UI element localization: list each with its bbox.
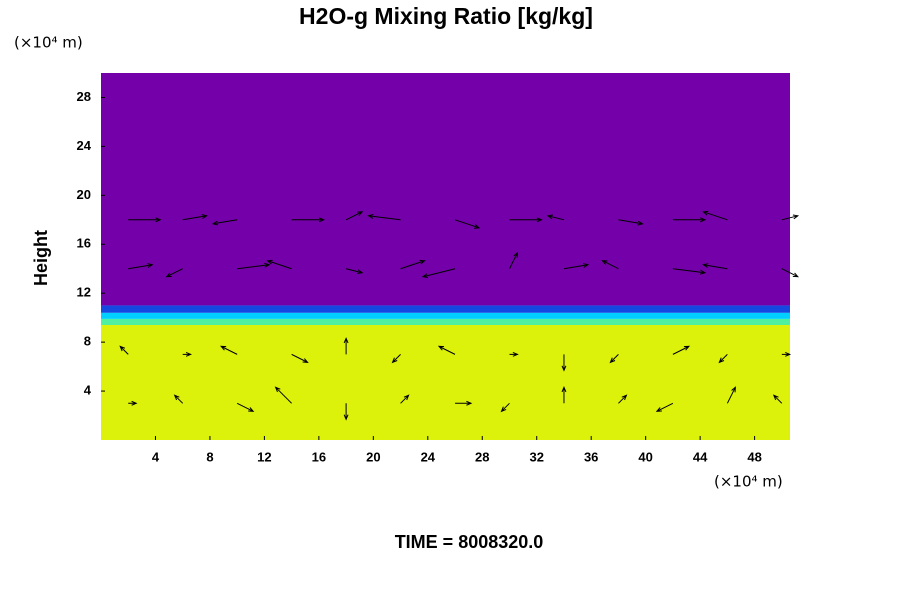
wind-vector	[561, 386, 567, 404]
wind-vector	[400, 259, 426, 270]
wind-vector	[165, 268, 183, 278]
wind-vector	[345, 268, 364, 274]
y-tick-label: 24	[77, 138, 92, 153]
y-tick-label: 4	[84, 383, 92, 398]
wind-vector	[266, 259, 292, 270]
wind-vector	[211, 219, 238, 226]
y-tick-label: 20	[77, 187, 91, 202]
wind-vector	[702, 263, 728, 270]
wind-vector	[182, 351, 192, 357]
x-unit: (×10⁴ m)	[714, 473, 783, 491]
wind-vector	[618, 394, 628, 404]
y-axis-label: Height	[31, 230, 51, 286]
wind-vector	[672, 217, 707, 223]
wind-vector	[718, 354, 728, 364]
wind-vector	[182, 214, 208, 221]
time-label: TIME = 8008320.0	[395, 532, 544, 552]
wind-vector	[781, 351, 792, 357]
wind-vector	[437, 345, 456, 355]
wind-vector	[274, 386, 292, 404]
y-tick-label: 12	[77, 285, 91, 300]
x-tick-label: 24	[421, 449, 436, 464]
field-layer	[101, 312, 790, 319]
wind-vector	[601, 260, 619, 270]
x-tick-label: 20	[366, 449, 380, 464]
x-tick-label: 40	[638, 449, 652, 464]
x-tick-label: 8	[206, 449, 213, 464]
wind-vector	[291, 217, 325, 223]
wind-vector	[618, 219, 644, 226]
x-tick-label: 28	[475, 449, 489, 464]
y-tick-label: 8	[84, 334, 91, 349]
wind-vector	[772, 394, 783, 404]
x-tick-label: 4	[152, 449, 160, 464]
wind-vector	[400, 394, 410, 404]
x-tick-label: 12	[257, 449, 271, 464]
y-tick-label: 16	[77, 236, 91, 251]
wind-vector	[781, 214, 800, 221]
wind-vector	[128, 400, 138, 406]
wind-vector	[421, 268, 456, 278]
wind-vector	[391, 354, 401, 364]
wind-vector	[655, 402, 674, 412]
wind-vector	[561, 354, 567, 372]
wind-vector	[343, 337, 349, 355]
field-layer	[101, 325, 790, 440]
wind-vector	[781, 268, 799, 278]
wind-vector	[237, 262, 271, 270]
x-tick-label: 16	[312, 449, 326, 464]
wind-vector	[455, 400, 473, 406]
wind-vector	[128, 263, 154, 270]
wind-vector	[672, 345, 691, 355]
y-unit: (×10⁴ m)	[14, 34, 83, 52]
wind-vector	[563, 263, 590, 270]
wind-vector	[500, 402, 510, 413]
wind-vector	[454, 219, 481, 229]
wind-vector	[119, 345, 129, 355]
wind-vector	[609, 354, 619, 364]
x-tick-label: 36	[584, 449, 598, 464]
wind-vector	[509, 251, 519, 269]
chart-title: H2O-g Mixing Ratio [kg/kg]	[299, 3, 593, 29]
field-layer	[101, 305, 790, 313]
wind-vector	[726, 386, 736, 404]
wind-vector	[509, 351, 519, 357]
wind-vector	[220, 345, 238, 355]
wind-vector	[128, 217, 162, 223]
wind-vector	[367, 213, 401, 221]
wind-vector	[546, 214, 565, 221]
field-layer	[101, 318, 790, 326]
y-tick-label: 28	[77, 89, 91, 104]
wind-vector	[173, 394, 184, 404]
x-tick-label: 44	[693, 449, 708, 464]
wind-vector	[291, 353, 309, 363]
wind-vector	[345, 211, 364, 221]
x-tick-label: 32	[529, 449, 543, 464]
wind-vector	[702, 210, 728, 221]
wind-vector	[672, 268, 707, 275]
wind-vector	[509, 217, 543, 223]
wind-vector	[236, 402, 255, 412]
wind-vector	[343, 403, 349, 421]
field-layer	[101, 73, 790, 306]
x-tick-label: 48	[747, 449, 761, 464]
